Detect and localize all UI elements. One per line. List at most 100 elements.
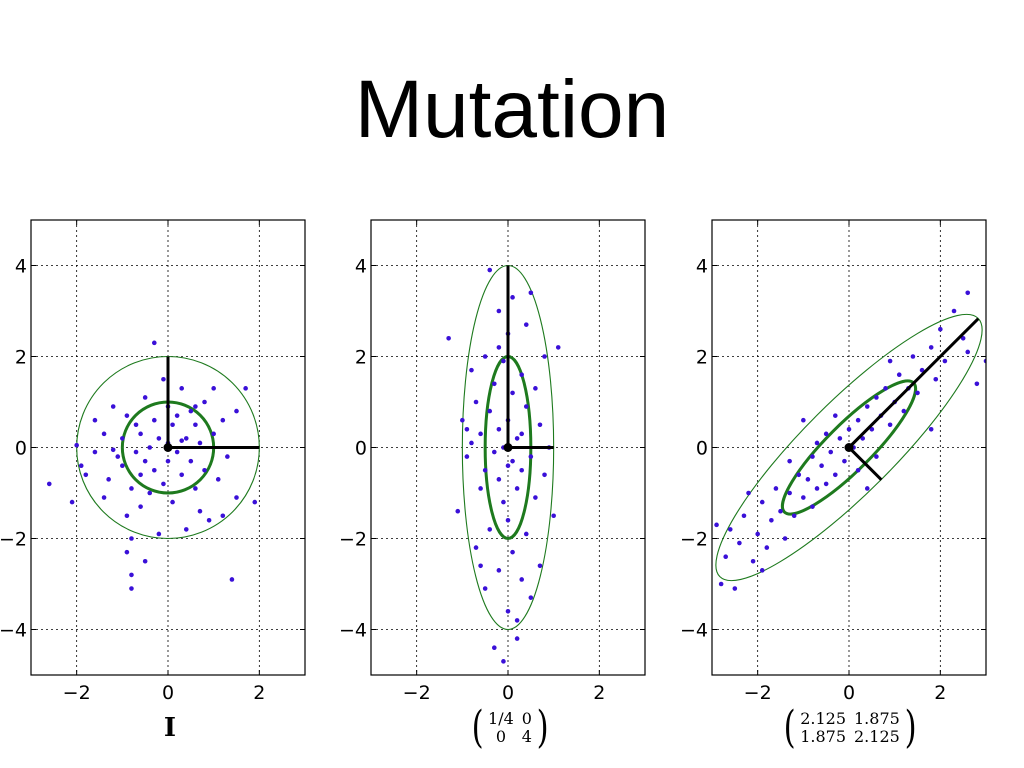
- data-point: [723, 554, 728, 559]
- matrix-cell: 4: [521, 727, 532, 746]
- plot-area: [714, 290, 986, 591]
- data-point: [78, 463, 84, 469]
- data-point: [814, 486, 820, 491]
- data-point: [533, 386, 538, 391]
- data-point: [883, 386, 888, 391]
- data-point: [482, 586, 488, 591]
- data-point: [741, 513, 747, 519]
- data-point: [142, 395, 148, 400]
- data-point: [855, 417, 861, 423]
- data-point: [179, 386, 184, 391]
- data-point: [202, 399, 207, 405]
- data-point: [170, 422, 175, 428]
- data-point: [138, 431, 143, 437]
- data-point: [791, 513, 797, 519]
- data-point: [782, 536, 788, 541]
- y-tick-label: −4: [339, 620, 367, 642]
- data-point: [727, 527, 733, 532]
- mean-point: [844, 443, 854, 452]
- y-tick-label: 2: [355, 347, 367, 369]
- data-point: [505, 463, 511, 469]
- data-point: [823, 431, 829, 437]
- data-point: [819, 463, 824, 469]
- data-point: [933, 376, 939, 382]
- data-point: [523, 322, 529, 327]
- data-point: [152, 340, 157, 346]
- data-point: [810, 504, 815, 509]
- data-point: [220, 417, 226, 423]
- data-point: [460, 417, 465, 423]
- matrix-3: ( 2.125 1.875 1.875 2.125 ): [781, 704, 919, 752]
- data-point: [542, 472, 547, 478]
- data-point: [211, 431, 216, 437]
- data-point: [138, 504, 143, 509]
- data-point: [496, 345, 502, 350]
- data-point: [469, 440, 474, 446]
- data-point: [170, 499, 175, 505]
- data-point: [193, 404, 198, 409]
- x-tick-label: 2: [593, 682, 605, 704]
- data-point: [115, 454, 121, 459]
- data-point: [901, 408, 907, 414]
- data-point: [864, 486, 870, 491]
- data-point: [787, 458, 792, 464]
- data-point: [179, 438, 184, 443]
- data-point: [805, 477, 811, 482]
- data-point: [492, 449, 497, 455]
- mean-point: [163, 443, 173, 452]
- matrix-right-paren: ): [904, 702, 917, 753]
- matrix-cell: 1/4: [488, 709, 514, 728]
- data-point: [542, 354, 547, 359]
- x-tick-label: 0: [843, 682, 855, 704]
- data-point: [478, 486, 483, 491]
- matrix-cell: 1.875: [800, 727, 846, 746]
- caption-matrix-3: ( 2.125 1.875 1.875 2.125 ): [750, 704, 950, 752]
- data-point: [129, 586, 134, 591]
- data-point: [197, 440, 203, 446]
- data-point: [846, 427, 852, 432]
- x-tick-label: 2: [934, 682, 946, 704]
- data-point: [510, 295, 515, 300]
- data-point: [960, 336, 966, 341]
- data-point: [120, 463, 125, 469]
- data-point: [220, 513, 226, 519]
- data-point: [501, 358, 506, 364]
- data-point: [124, 513, 130, 519]
- y-tick-label: 0: [696, 438, 708, 460]
- data-point: [974, 381, 980, 387]
- data-point: [188, 458, 194, 464]
- data-point: [537, 422, 543, 428]
- data-point: [928, 427, 934, 432]
- matrix-right-paren: ): [536, 702, 549, 753]
- data-point: [129, 486, 134, 491]
- data-point: [496, 427, 502, 432]
- data-point: [514, 618, 520, 623]
- data-point: [965, 290, 971, 296]
- data-point: [487, 527, 493, 532]
- data-point: [211, 386, 216, 391]
- data-point: [174, 413, 180, 418]
- data-point: [523, 531, 529, 537]
- data-point: [833, 472, 838, 478]
- x-tick-label: 0: [162, 682, 174, 704]
- mean-point: [503, 443, 513, 452]
- data-point: [759, 568, 765, 573]
- matrix-left-paren: (: [783, 702, 796, 753]
- data-point: [74, 442, 79, 448]
- data-point: [732, 586, 738, 591]
- y-tick-label: −4: [0, 620, 27, 642]
- data-point: [750, 558, 756, 564]
- data-point: [482, 467, 488, 473]
- caption-matrix-2: ( 1/4 0 0 4 ): [410, 704, 610, 752]
- data-point: [755, 531, 760, 537]
- data-point: [234, 408, 239, 414]
- matrix-cell: 0: [495, 727, 506, 746]
- data-point: [138, 472, 143, 478]
- data-point: [528, 595, 534, 600]
- data-point: [229, 577, 235, 582]
- data-point: [514, 486, 520, 491]
- data-point: [796, 472, 802, 478]
- data-point: [464, 454, 470, 459]
- data-point: [478, 431, 483, 437]
- x-tick-label: 0: [502, 682, 514, 704]
